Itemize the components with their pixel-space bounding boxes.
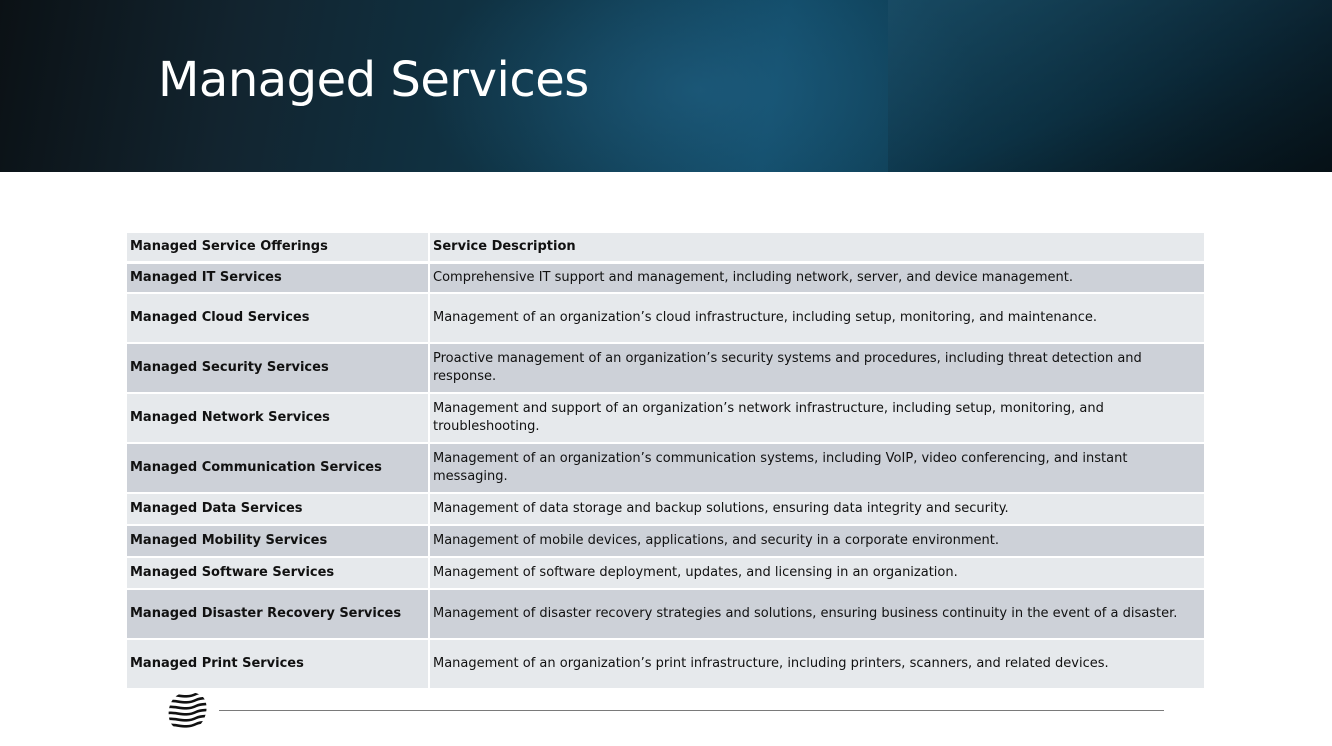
table-row: Managed Software Services Management of …	[125, 555, 1206, 590]
service-name: Managed Data Services	[125, 491, 430, 526]
banner-glow	[420, 0, 980, 172]
table-row: Managed IT Services Comprehensive IT sup…	[125, 261, 1206, 294]
service-description: Management of an organization’s communic…	[428, 441, 1206, 494]
column-header-description: Service Description	[428, 231, 1206, 264]
service-description: Proactive management of an organization’…	[428, 341, 1206, 394]
service-name: Managed Security Services	[125, 341, 430, 394]
banner-right-panel	[888, 0, 1332, 172]
service-name: Managed IT Services	[125, 261, 430, 294]
service-description: Comprehensive IT support and management,…	[428, 261, 1206, 294]
slide-title: Managed Services	[158, 52, 589, 108]
footer-divider	[219, 710, 1164, 711]
service-description: Management of mobile devices, applicatio…	[428, 523, 1206, 558]
table-header-row: Managed Service Offerings Service Descri…	[125, 231, 1206, 264]
service-name: Managed Communication Services	[125, 441, 430, 494]
column-header-offerings: Managed Service Offerings	[125, 231, 430, 264]
service-name: Managed Software Services	[125, 555, 430, 590]
service-description: Management and support of an organizatio…	[428, 391, 1206, 444]
table-row: Managed Security Services Proactive mana…	[125, 341, 1206, 394]
table-row: Managed Mobility Services Management of …	[125, 523, 1206, 558]
table-row: Managed Data Services Management of data…	[125, 491, 1206, 526]
service-name: Managed Cloud Services	[125, 291, 430, 344]
header-banner	[0, 0, 1332, 172]
table-row: Managed Communication Services Managemen…	[125, 441, 1206, 494]
striped-blob-logo-icon	[168, 692, 207, 731]
service-description: Management of an organization’s cloud in…	[428, 291, 1206, 344]
service-description: Management of data storage and backup so…	[428, 491, 1206, 526]
service-name: Managed Disaster Recovery Services	[125, 587, 430, 640]
service-description: Management of software deployment, updat…	[428, 555, 1206, 590]
service-description: Management of an organization’s print in…	[428, 637, 1206, 690]
services-table: Managed Service Offerings Service Descri…	[125, 231, 1206, 690]
service-name: Managed Network Services	[125, 391, 430, 444]
service-name: Managed Print Services	[125, 637, 430, 690]
table-row: Managed Cloud Services Management of an …	[125, 291, 1206, 344]
table-row: Managed Network Services Management and …	[125, 391, 1206, 444]
table-row: Managed Print Services Management of an …	[125, 637, 1206, 690]
table-row: Managed Disaster Recovery Services Manag…	[125, 587, 1206, 640]
service-name: Managed Mobility Services	[125, 523, 430, 558]
service-description: Management of disaster recovery strategi…	[428, 587, 1206, 640]
